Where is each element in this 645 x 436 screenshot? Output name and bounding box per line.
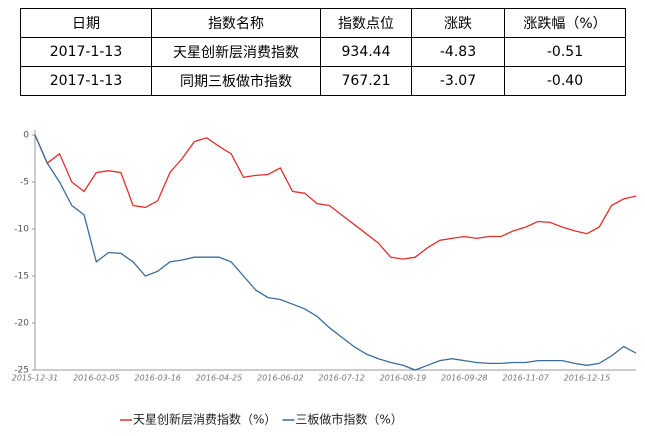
- y-tick-label: -25: [14, 366, 29, 376]
- x-tick-label: 2016-08-19: [380, 374, 427, 383]
- y-tick-label: 0: [23, 131, 29, 141]
- x-tick-label: 2016-04-25: [196, 374, 243, 383]
- x-tick-label: 2016-06-02: [257, 374, 304, 383]
- x-tick-label: 2016-03-16: [134, 374, 181, 383]
- cell: 767.21: [320, 66, 412, 96]
- cell: -3.07: [411, 66, 505, 96]
- series-line: [34, 134, 637, 260]
- header-cell: 涨跌幅（%）: [504, 8, 626, 38]
- cell: -0.51: [504, 37, 626, 67]
- legend-label: 三板做市指数（%）: [295, 412, 402, 427]
- x-tick-label: 2016-09-28: [441, 374, 488, 383]
- cell: -4.83: [411, 37, 505, 67]
- header-cell: 涨跌: [411, 8, 505, 38]
- header-row: 日期 指数名称 指数点位 涨跌 涨跌幅（%）: [20, 8, 626, 38]
- index-table: 日期 指数名称 指数点位 涨跌 涨跌幅（%） 2017-1-13 天星创新层消费…: [20, 8, 626, 96]
- y-tick-label: -20: [14, 319, 29, 329]
- x-tick-label: 2016-11-07: [502, 374, 549, 383]
- cell: 2017-1-13: [20, 66, 152, 96]
- cell: 934.44: [320, 37, 412, 67]
- x-tick-label: 2016-07-12: [318, 374, 365, 383]
- x-tick-label: 2016-12-15: [564, 374, 611, 383]
- cell: -0.40: [504, 66, 626, 96]
- header-cell: 指数名称: [151, 8, 321, 38]
- legend-label: 天星创新层消费指数（%）: [133, 412, 276, 427]
- header-cell: 日期: [20, 8, 152, 38]
- cell: 同期三板做市指数: [151, 66, 321, 96]
- y-tick-label: -5: [20, 178, 29, 188]
- series-line: [34, 134, 637, 371]
- cell: 天星创新层消费指数: [151, 37, 321, 67]
- y-tick-label: -15: [14, 272, 29, 282]
- x-tick-label: 2015-12-31: [12, 374, 59, 383]
- table-row: 2017-1-13 同期三板做市指数 767.21 -3.07 -0.40: [20, 66, 626, 96]
- y-tick-label: -10: [14, 225, 29, 235]
- table-row: 2017-1-13 天星创新层消费指数 934.44 -4.83 -0.51: [20, 37, 626, 67]
- x-tick-label: 2016-02-05: [73, 374, 120, 383]
